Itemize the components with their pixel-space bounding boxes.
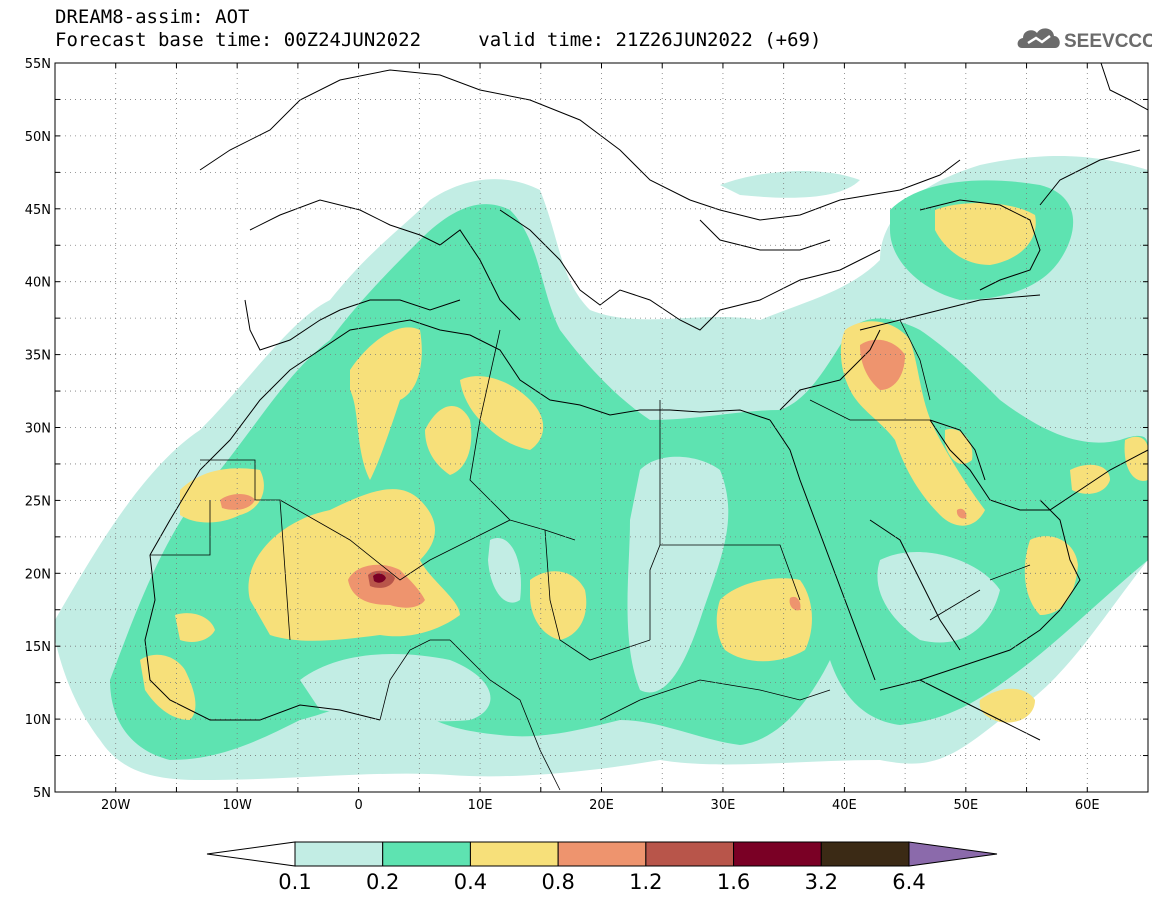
seevccc-logo: SEEVCCC [1017,28,1152,52]
lon-tick-label: 0 [354,798,362,813]
time-info: Forecast base time: 00Z24JUN2022 valid t… [55,29,821,51]
lat-tick-label: 35N [25,349,51,364]
lat-tick-label: 5N [33,786,51,801]
colorbar-segment-high [908,841,998,867]
lat-tick-label: 40N [25,276,51,291]
colorbar-label: 0.1 [278,870,311,894]
lat-tick-label: 55N [25,57,51,72]
base-time-label: Forecast base time: 00Z24JUN2022 [55,29,422,51]
aot-contour-0.2 [110,180,1148,761]
colorbar-segment [733,841,822,867]
colorbar-label: 0.2 [366,870,399,894]
colorbar-segment [382,841,471,867]
colorbar-segment [557,841,647,867]
lon-tick-label: 20E [589,798,614,813]
lat-tick-label: 15N [25,640,51,655]
aot-contour-1.6 [373,573,386,583]
colorbar-label: 1.2 [629,870,662,894]
aot-holes [300,456,1000,722]
colorbar-segment [294,841,384,867]
lon-tick-label: 10W [222,798,252,813]
lon-tick-label: 60E [1075,798,1100,813]
colorbar-label: 0.4 [454,870,487,894]
colorbar-label: 6.4 [892,870,925,894]
political-borders [150,319,1031,791]
axis-ticks [54,62,1149,793]
lat-tick-label: 20N [25,567,51,582]
logo-text: SEEVCCC [1064,31,1152,52]
lat-tick-label: 30N [25,422,51,437]
lon-tick-label: 50E [953,798,978,813]
map-title: DREAM8-assim: AOT [55,6,250,28]
lat-tick-label: 10N [25,713,51,728]
cloud-icon [1017,28,1060,48]
colorbar-segment-low [206,841,296,867]
aot-field [55,63,1148,791]
coastlines-borders [144,63,1148,741]
lon-tick-label: 20W [101,798,131,813]
lon-tick-label: 10E [468,798,493,813]
colorbar-segment [645,841,735,867]
colorbar-label: 1.6 [717,870,750,894]
axis-labels: 20W 10W 0 10E 20E 30E 40E 50E 60E 5N 10N 15N 20N 25N 3… [25,57,1100,813]
lon-tick-label: 30E [711,798,736,813]
lat-tick-label: 25N [25,494,51,509]
lon-tick-label: 40E [832,798,857,813]
valid-time-label: valid time: 21Z26JUN2022 (+69) [478,29,822,51]
lat-tick-label: 45N [25,203,51,218]
colorbar-segment [469,841,559,867]
colorbar: 0.1 0.2 0.4 0.8 1.2 1.6 3.2 6.4 [206,841,998,894]
lat-tick-label: 50N [25,130,51,145]
colorbar-segment [820,841,910,867]
colorbar-label: 3.2 [805,870,838,894]
aot-contour-0.8 [220,339,967,611]
colorbar-label: 0.8 [541,870,574,894]
